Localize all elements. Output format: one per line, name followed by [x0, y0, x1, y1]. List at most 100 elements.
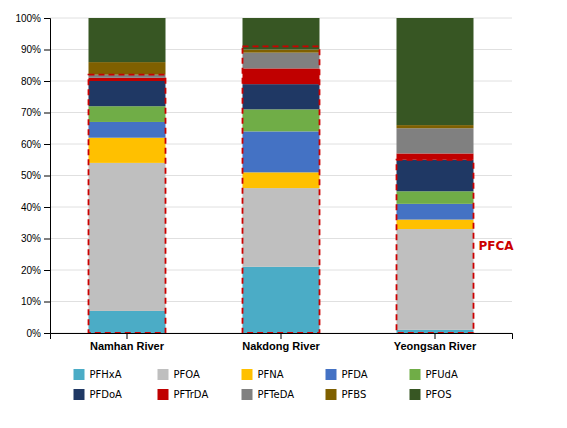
legend-label: PFOA [174, 369, 200, 380]
dashed-box [89, 75, 166, 333]
y-tick-label: 100% [15, 13, 41, 24]
legend-swatch [158, 389, 169, 400]
y-tick: 20% [21, 265, 50, 276]
plot-area [89, 18, 474, 333]
legend-label: PFUdA [426, 369, 458, 380]
y-tick-label: 70% [21, 107, 41, 118]
y-tick-label: 50% [21, 170, 41, 181]
y-tick: 80% [21, 76, 50, 87]
legend-swatch [158, 369, 169, 380]
bar-segment [397, 191, 474, 204]
x-tick-mark [435, 333, 436, 339]
bar-segment [397, 160, 474, 192]
y-tick-mark [44, 239, 50, 240]
dashed-boxes [89, 46, 474, 333]
y-tick: 70% [21, 107, 50, 118]
legend-label: PFDA [342, 369, 368, 380]
x-tick: Yeongsan River [394, 333, 477, 352]
bar-segment [243, 84, 320, 109]
bar-segment [243, 188, 320, 267]
legend-item: PFOA [158, 369, 200, 380]
y-tick-label: 90% [21, 44, 41, 55]
bar-segment [89, 311, 166, 333]
y-tick-label: 0% [27, 328, 42, 339]
y-tick-mark [44, 176, 50, 177]
bar-segment [89, 18, 166, 62]
bar-segment [89, 81, 166, 106]
y-tick-mark [44, 81, 50, 82]
box-label: PFCA [479, 239, 515, 253]
legend-item: PFOS [410, 389, 452, 400]
legend-label: PFTrDA [174, 389, 209, 400]
y-tick: 50% [21, 170, 50, 181]
y-tick-mark [44, 113, 50, 114]
grid [50, 18, 512, 333]
legend-label: PFNA [258, 369, 284, 380]
x-tick: Nakdong River [242, 333, 320, 352]
y-axis: 0% 10% 20% 30% 40% 50% 60% 70% 80% 90% 100% [15, 13, 50, 339]
y-tick-mark [44, 270, 50, 271]
bar-segment [397, 204, 474, 220]
legend-swatch [410, 369, 421, 380]
legend-item: PFBS [326, 389, 367, 400]
y-tick-mark [44, 50, 50, 51]
y-tick: 40% [21, 202, 50, 213]
y-axis-line [44, 19, 51, 334]
bar-segment [89, 138, 166, 163]
x-tick-label: Nakdong River [242, 340, 320, 352]
bar-segment [243, 109, 320, 131]
legend-label: PFDoA [90, 389, 123, 400]
legend-swatch [242, 389, 253, 400]
legend-label: PFBS [342, 389, 367, 400]
bar-segment [89, 122, 166, 138]
dashed-box [243, 46, 320, 333]
x-tick: Namhan River [90, 333, 165, 352]
y-tick-mark [44, 144, 50, 145]
y-tick: 90% [21, 44, 50, 55]
bar-series [89, 18, 474, 125]
legend-swatch [326, 369, 337, 380]
y-tick-label: 20% [21, 265, 41, 276]
legend-label: PFTeDA [258, 389, 295, 400]
chart-container: PFCA 0% 10% 20% 30% 40% 50% 60% 70% 80% 90% 100% Nam… [0, 0, 567, 428]
y-tick-label: 60% [21, 139, 41, 150]
y-tick-mark [44, 207, 50, 208]
x-tick-label: Namhan River [90, 340, 165, 352]
dashed-box [397, 160, 474, 333]
legend-item: PFDA [326, 369, 368, 380]
bar-segment [89, 78, 166, 81]
x-tick-mark [127, 333, 128, 339]
y-tick-label: 80% [21, 76, 41, 87]
legend-label: PFOS [426, 389, 452, 400]
legend-swatch [74, 389, 85, 400]
legend-swatch [74, 369, 85, 380]
legend: PFHxA PFOA PFNA PFDA PFUdA PFDoA PFTrDA PFTeDA P… [74, 369, 458, 400]
legend-item: PFTeDA [242, 389, 295, 400]
y-tick-mark [44, 18, 50, 19]
y-tick-mark [44, 333, 50, 334]
legend-label: PFHxA [90, 369, 122, 380]
bar-segment [89, 62, 166, 75]
legend-item: PFNA [242, 369, 284, 380]
bar-segment [397, 128, 474, 153]
legend-swatch [410, 389, 421, 400]
legend-item: PFDoA [74, 389, 123, 400]
bar-segment [397, 220, 474, 229]
y-tick: 0% [27, 328, 50, 339]
bar-segment [243, 267, 320, 333]
y-tick-mark [44, 302, 50, 303]
y-tick: 10% [21, 296, 50, 307]
bar-segment [243, 131, 320, 172]
chart-svg: PFCA 0% 10% 20% 30% 40% 50% 60% 70% 80% 90% 100% Nam… [0, 0, 567, 428]
legend-item: PFUdA [410, 369, 458, 380]
x-tick-label: Yeongsan River [394, 340, 477, 352]
legend-swatch [326, 389, 337, 400]
x-tick-mark [281, 333, 282, 339]
bar-segment [243, 18, 320, 50]
y-tick: 30% [21, 233, 50, 244]
x-axis: Namhan River Nakdong River Yeongsan River [51, 333, 513, 352]
bar-series [89, 122, 474, 220]
x-axis-line [51, 334, 513, 340]
legend-swatch [242, 369, 253, 380]
bar-segment [243, 68, 320, 84]
